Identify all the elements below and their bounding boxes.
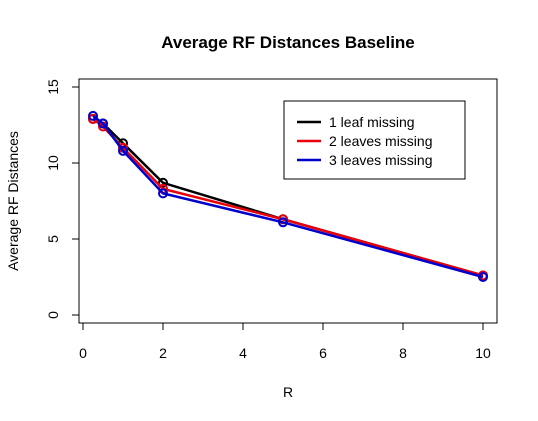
- data-point: [278, 217, 288, 228]
- y-tick-label: 10: [45, 155, 61, 171]
- x-axis: 0 2 4 6 8 10: [79, 322, 491, 361]
- x-tick-label: 0: [79, 345, 87, 361]
- legend-label: 2 leaves missing: [329, 133, 433, 149]
- data-point: [478, 272, 488, 282]
- legend-label: 1 leaf missing: [329, 114, 415, 130]
- x-tick-label: 6: [319, 345, 327, 361]
- series-layer: [88, 110, 488, 282]
- y-tick-label: 5: [45, 235, 61, 243]
- series-3: [88, 110, 488, 282]
- data-point: [158, 177, 168, 188]
- x-axis-label: R: [283, 384, 293, 400]
- y-tick-label: 15: [45, 79, 61, 95]
- legend-label: 3 leaves missing: [329, 152, 433, 168]
- x-tick-label: 10: [475, 345, 491, 361]
- chart-title: Average RF Distances Baseline: [161, 33, 415, 52]
- data-point: [118, 145, 128, 156]
- series-line: [92, 117, 484, 277]
- legend: 1 leaf missing 2 leaves missing 3 leaves m…: [283, 100, 466, 180]
- data-point: [88, 110, 98, 121]
- y-axis-label: Average RF Distances: [5, 131, 21, 271]
- y-axis: 0 5 10 15: [45, 79, 80, 319]
- data-point: [98, 118, 108, 129]
- x-tick-label: 4: [239, 345, 247, 361]
- x-tick-label: 8: [399, 345, 407, 361]
- series-line: [92, 114, 484, 279]
- x-tick-label: 2: [159, 345, 167, 361]
- y-tick-label: 0: [45, 311, 61, 319]
- data-point: [158, 188, 168, 199]
